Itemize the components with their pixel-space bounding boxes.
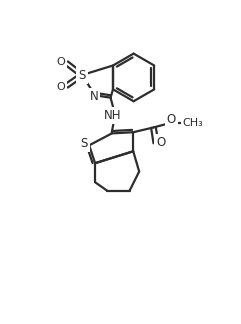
Text: S: S	[80, 137, 87, 150]
Text: O: O	[56, 82, 65, 92]
Text: O: O	[56, 57, 65, 67]
Text: N: N	[90, 90, 98, 103]
Text: S: S	[78, 69, 86, 82]
Text: NH: NH	[104, 109, 122, 122]
Text: CH₃: CH₃	[182, 118, 203, 128]
Text: O: O	[167, 113, 176, 126]
Text: O: O	[156, 136, 165, 149]
